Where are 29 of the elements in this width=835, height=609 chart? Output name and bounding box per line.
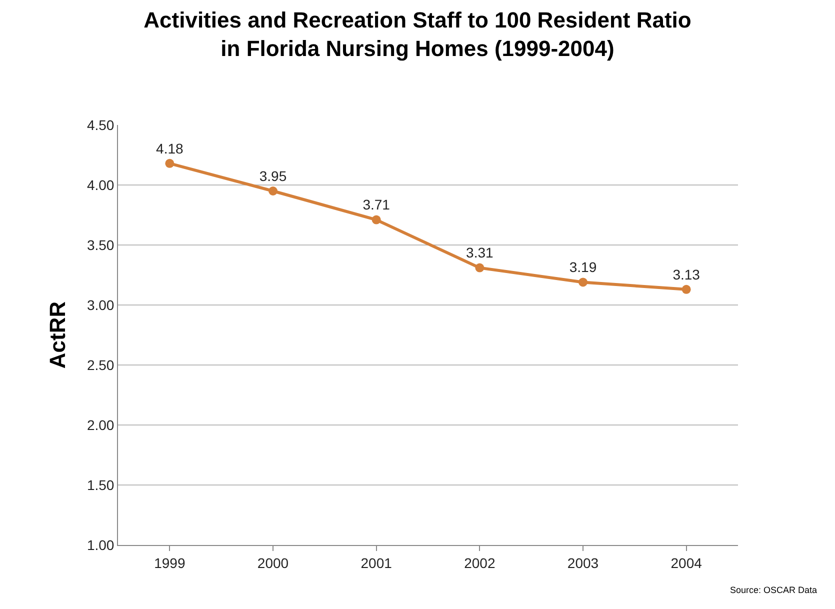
y-tick-label: 3.50 (86, 236, 114, 253)
x-tick-label: 2001 (360, 554, 392, 571)
x-tick-label: 2003 (567, 554, 599, 571)
data-label: 3.19 (569, 259, 597, 276)
y-tick-label: 3.00 (86, 296, 114, 313)
y-tick-label: 4.50 (86, 116, 114, 133)
point (372, 215, 381, 224)
data-label: 3.31 (466, 244, 494, 261)
chart-title: Activities and Recreation Staff to 100 Resident Ratio in Florida Nursing Homes (1999-2004) (144, 7, 692, 62)
data-label: 3.13 (672, 266, 700, 282)
point (578, 278, 588, 287)
point (165, 158, 174, 168)
x-tick-label: 2004 (670, 554, 702, 571)
y-tick-label: 2.50 (86, 356, 114, 373)
point (475, 263, 484, 272)
x-tick-label: 1999 (154, 554, 186, 571)
source-note: Source: OSCAR Data (730, 585, 818, 595)
point (682, 284, 691, 294)
data-label: 3.71 (362, 196, 390, 213)
y-tick-label: 4.00 (86, 176, 114, 193)
y-tick-label: 2.00 (86, 416, 114, 433)
y-tick-label: 1.50 (86, 476, 114, 493)
data-label: 4.18 (156, 140, 184, 156)
x-tick-label: 2002 (464, 554, 496, 571)
x-tick-label: 2000 (257, 554, 289, 571)
y-axis-title: ActRR (44, 301, 70, 369)
data-label: 3.95 (259, 168, 287, 184)
y-tick-label: 1.00 (86, 536, 114, 553)
point (268, 186, 278, 196)
